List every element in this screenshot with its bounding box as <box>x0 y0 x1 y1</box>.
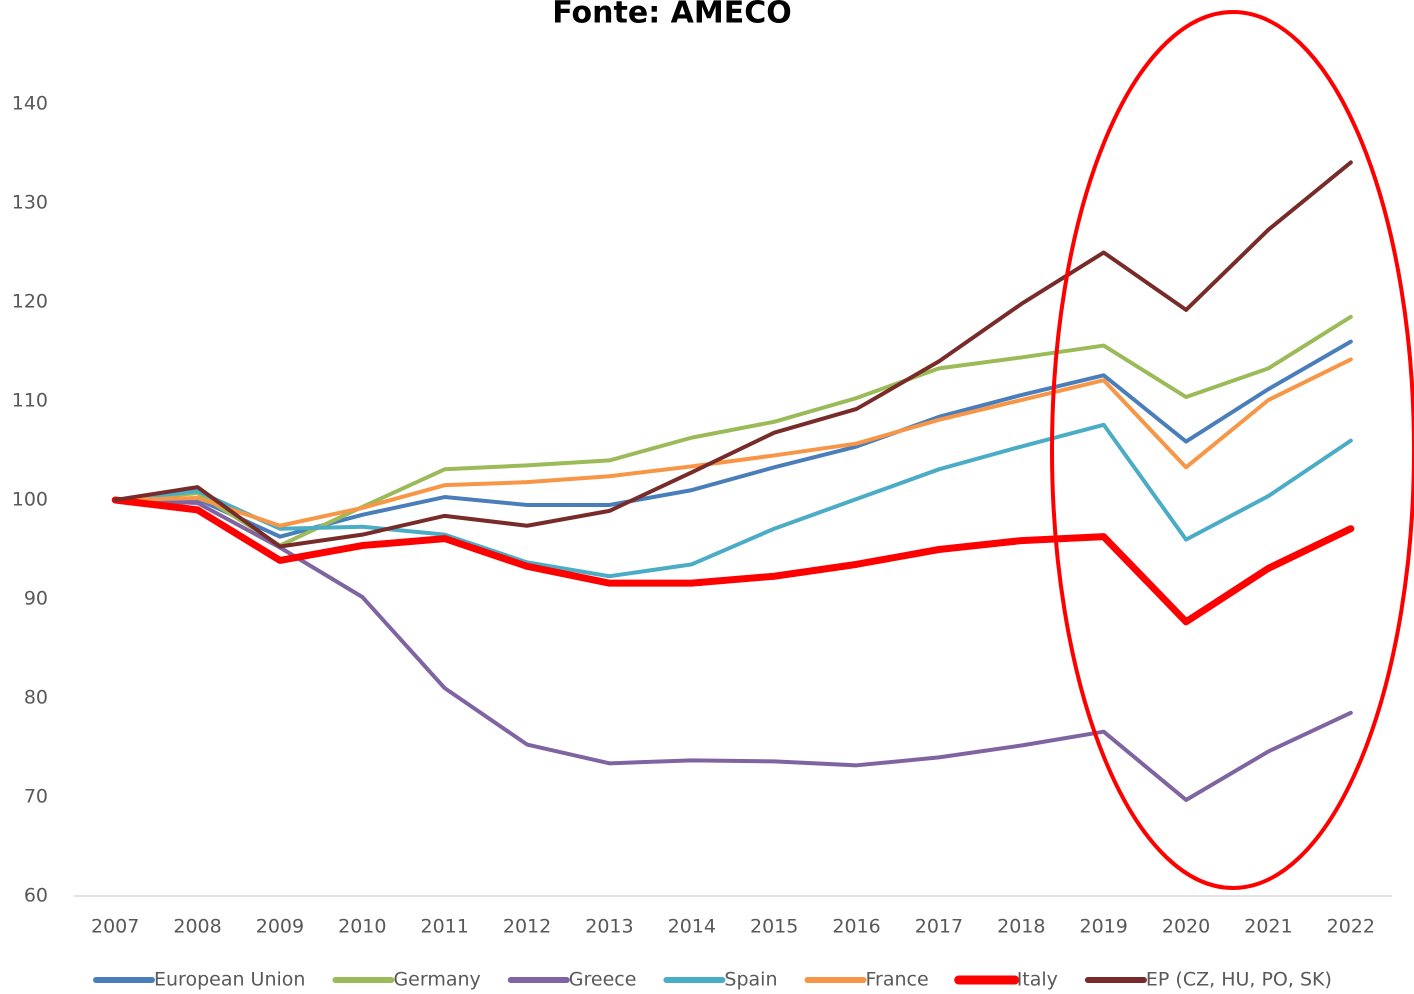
legend-label: France <box>866 969 929 991</box>
x-tick-label: 2012 <box>503 916 551 938</box>
x-tick-label: 2011 <box>421 916 469 938</box>
series-line <box>113 422 1353 579</box>
y-tick-label: 130 <box>12 192 48 214</box>
legend-label: Italy <box>1017 969 1058 991</box>
x-tick-label: 2018 <box>997 916 1045 938</box>
x-tick-label: 2022 <box>1327 916 1375 938</box>
x-tick-label: 2014 <box>668 916 716 938</box>
series-line <box>111 496 1355 626</box>
legend-label: Spain <box>724 969 777 991</box>
x-tick-label: 2020 <box>1162 916 1210 938</box>
y-tick-label: 140 <box>12 93 48 115</box>
y-tick-label: 70 <box>24 786 48 808</box>
x-tick-label: 2017 <box>915 916 963 938</box>
legend-label: European Union <box>154 969 305 991</box>
chart-title: Fonte: AMECO <box>552 0 791 31</box>
y-tick-label: 120 <box>12 291 48 313</box>
series-line <box>113 339 1353 539</box>
x-tick-label: 2010 <box>338 916 386 938</box>
x-tick-label: 2021 <box>1244 916 1292 938</box>
plot-area: 60 70 80 90 100 110 120 130 140 2007 2008 2009 2010 2… <box>12 93 1392 991</box>
legend-label: Germany <box>393 969 480 991</box>
x-tick-label: 2016 <box>832 916 880 938</box>
series-line <box>113 357 1353 528</box>
legend-label: Greece <box>569 969 637 991</box>
series-line <box>113 160 1353 549</box>
y-tick-label: 90 <box>24 588 48 610</box>
y-tick-label: 60 <box>24 885 48 907</box>
x-tick-label: 2019 <box>1080 916 1128 938</box>
series-line <box>113 498 1353 802</box>
y-tick-label: 80 <box>24 687 48 709</box>
x-tick-label: 2007 <box>91 916 139 938</box>
y-tick-label: 100 <box>12 489 48 511</box>
y-tick-label: 110 <box>12 390 48 412</box>
legend-label: EP (CZ, HU, PO, SK) <box>1146 969 1332 991</box>
x-tick-label: 2008 <box>173 916 221 938</box>
x-tick-label: 2015 <box>750 916 798 938</box>
x-tick-label: 2009 <box>256 916 304 938</box>
highlight-ellipse <box>1050 10 1414 890</box>
x-tick-label: 2013 <box>585 916 633 938</box>
